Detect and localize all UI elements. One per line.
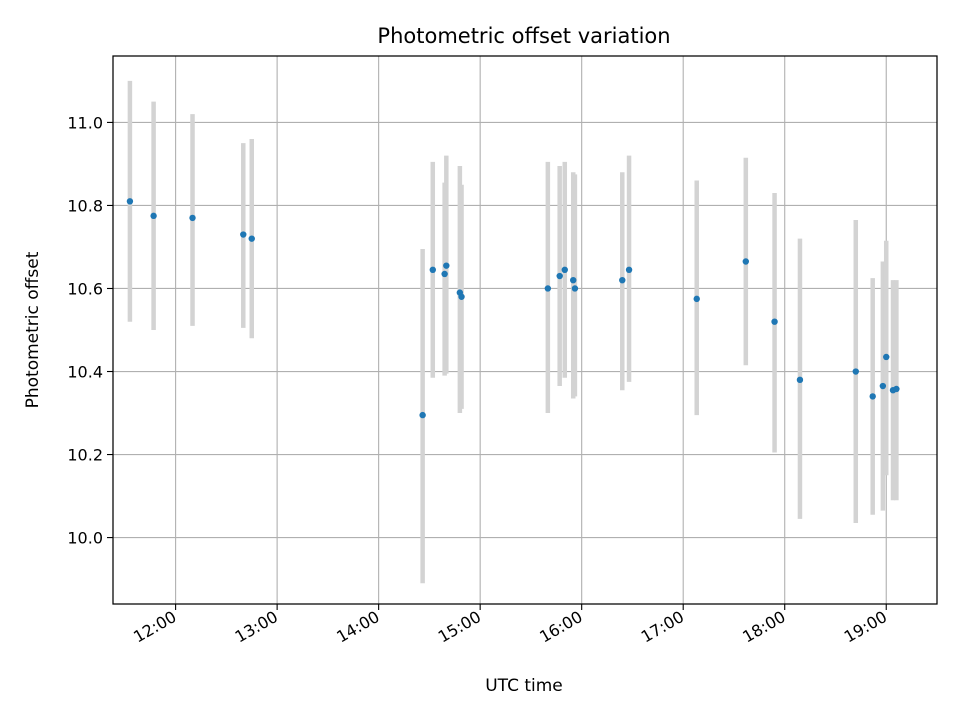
data-point xyxy=(883,353,890,361)
data-point xyxy=(869,393,876,400)
data-point xyxy=(556,272,563,280)
data-point xyxy=(240,231,247,238)
data-point xyxy=(429,266,436,274)
data-point xyxy=(544,285,552,292)
data-point xyxy=(693,295,700,303)
plot-frame xyxy=(112,55,938,605)
data-point xyxy=(619,276,626,284)
data-point xyxy=(852,368,859,375)
data-point xyxy=(742,258,750,265)
data-point xyxy=(771,318,778,325)
data-point xyxy=(150,212,157,220)
data-point xyxy=(248,235,255,242)
y-tick-label: 10.4 xyxy=(67,363,103,382)
y-axis-label: Photometric offset xyxy=(23,251,43,408)
data-point xyxy=(561,266,568,274)
y-tick-label: 11.0 xyxy=(67,113,103,132)
data-point xyxy=(570,276,577,284)
data-point xyxy=(441,270,448,278)
y-axis-ticks: 10.0 10.2 10.4 10.6 10.8 11.0 xyxy=(67,113,113,548)
y-tick-label: 10.8 xyxy=(67,196,103,215)
data-point xyxy=(879,382,887,390)
x-axis-label: UTC time xyxy=(485,676,563,696)
data-point xyxy=(893,385,900,393)
data-point xyxy=(189,214,196,222)
y-tick-label: 10.6 xyxy=(67,279,103,298)
y-tick-label: 10.0 xyxy=(67,529,103,548)
data-point xyxy=(126,198,134,205)
data-point xyxy=(419,411,426,419)
data-points xyxy=(126,198,900,419)
data-point xyxy=(625,266,633,274)
data-point xyxy=(443,262,450,269)
y-tick-label: 10.2 xyxy=(67,446,103,465)
chart-title: Photometric offset variation xyxy=(377,24,670,48)
data-point xyxy=(571,285,579,292)
data-point xyxy=(458,293,465,300)
data-point xyxy=(796,376,804,384)
